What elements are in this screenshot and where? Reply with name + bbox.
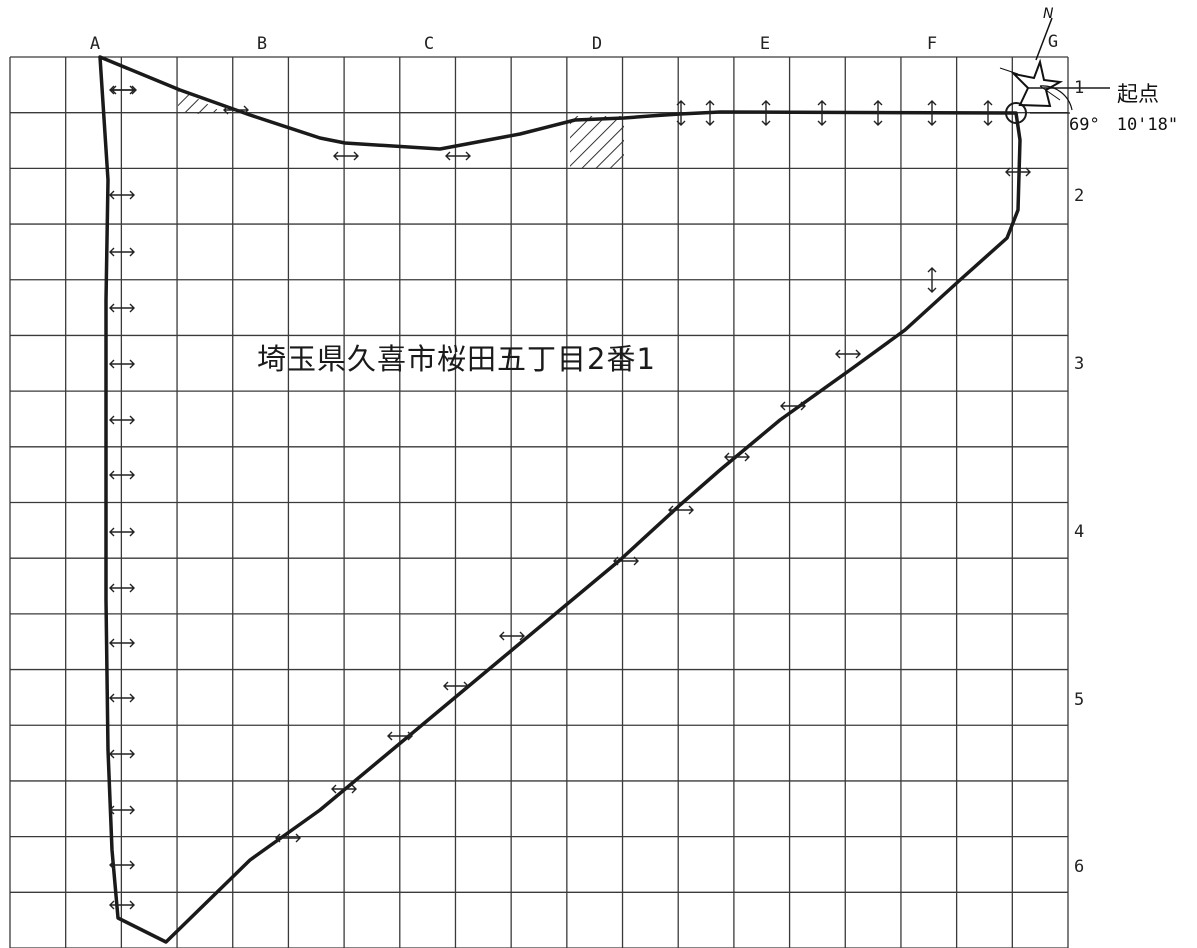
column-label: G bbox=[1047, 32, 1059, 52]
horizontal-arrow-mark bbox=[109, 638, 135, 648]
horizontal-arrow-mark bbox=[109, 247, 135, 257]
column-label: E bbox=[759, 34, 771, 54]
column-label: F bbox=[926, 34, 938, 54]
row-label: 3 bbox=[1074, 354, 1085, 374]
horizontal-arrow-mark bbox=[333, 151, 359, 161]
horizontal-arrow-mark bbox=[109, 303, 135, 313]
vertical-arrow-mark bbox=[676, 100, 686, 126]
parcel-address-title: 埼玉県久喜市桜田五丁目2番1 bbox=[257, 342, 656, 376]
start-point-label: 起点 bbox=[1117, 82, 1159, 106]
horizontal-arrow-mark bbox=[668, 505, 694, 515]
horizontal-arrow-mark bbox=[780, 401, 806, 411]
row-label: 5 bbox=[1074, 690, 1085, 710]
horizontal-arrow-mark bbox=[109, 805, 135, 815]
column-label: D bbox=[591, 34, 603, 54]
horizontal-arrow-mark bbox=[109, 693, 135, 703]
horizontal-arrow-mark bbox=[275, 833, 301, 843]
column-label: A bbox=[89, 34, 101, 54]
horizontal-arrow-mark bbox=[445, 151, 471, 161]
parcel-boundary-line bbox=[98, 55, 1022, 944]
bearing-angle-label: 69° 10'18" bbox=[1069, 115, 1179, 135]
survey-arrow-marks bbox=[109, 85, 1031, 910]
horizontal-arrow-mark bbox=[835, 349, 861, 359]
row-label: 2 bbox=[1074, 186, 1085, 206]
horizontal-arrow-mark bbox=[109, 527, 135, 537]
vertical-arrow-mark bbox=[873, 100, 883, 126]
horizontal-arrow-mark bbox=[613, 556, 639, 566]
vertical-arrow-mark bbox=[983, 100, 993, 126]
horizontal-arrow-mark bbox=[109, 583, 135, 593]
horizontal-arrow-mark bbox=[109, 415, 135, 425]
horizontal-arrow-mark bbox=[499, 631, 525, 641]
vertical-arrow-mark bbox=[705, 100, 715, 126]
compass-icon bbox=[999, 17, 1073, 111]
row-label: 4 bbox=[1074, 522, 1085, 542]
horizontal-arrow-mark bbox=[109, 860, 135, 870]
horizontal-arrow-mark bbox=[109, 749, 135, 759]
horizontal-arrow-mark bbox=[1005, 167, 1031, 177]
horizontal-arrow-mark bbox=[109, 359, 135, 369]
horizontal-arrow-mark bbox=[109, 190, 135, 200]
horizontal-arrow-mark bbox=[109, 900, 135, 910]
horizontal-arrow-mark bbox=[109, 470, 135, 480]
horizontal-arrow-mark bbox=[443, 681, 469, 691]
survey-grid bbox=[9, 56, 1069, 948]
column-label: B bbox=[256, 34, 268, 54]
vertical-arrow-mark bbox=[817, 100, 827, 126]
vertical-arrow-mark bbox=[927, 267, 937, 293]
column-label: C bbox=[423, 34, 435, 54]
vertical-arrow-mark bbox=[927, 100, 937, 126]
north-letter: N bbox=[1043, 6, 1054, 22]
horizontal-arrow-mark bbox=[331, 784, 357, 794]
horizontal-arrow-mark bbox=[387, 731, 413, 741]
horizontal-arrow-mark bbox=[724, 452, 750, 462]
horizontal-arrow-mark bbox=[111, 85, 137, 95]
horizontal-arrow-mark bbox=[223, 105, 249, 115]
start-point-marker bbox=[1005, 87, 1110, 124]
hatched-area-d bbox=[570, 116, 624, 168]
vertical-arrow-mark bbox=[761, 100, 771, 126]
row-label: 6 bbox=[1074, 857, 1085, 877]
row-label: 1 bbox=[1074, 78, 1085, 98]
